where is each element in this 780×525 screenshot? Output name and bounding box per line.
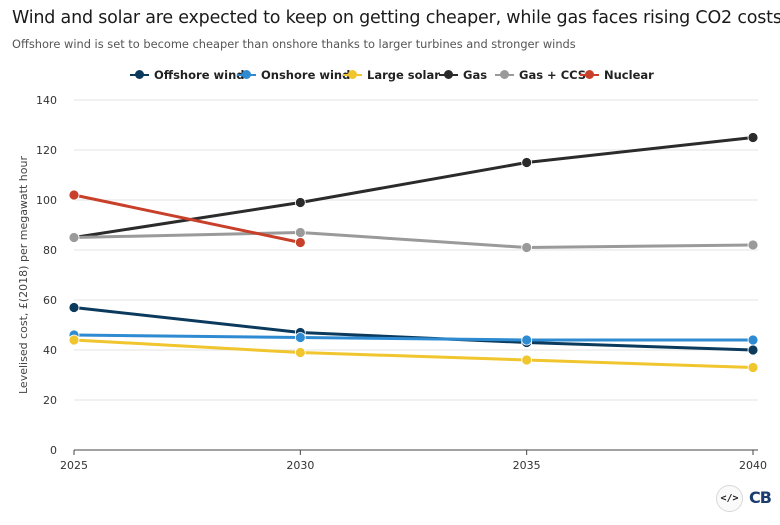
y-tick-label: 20 (43, 394, 57, 407)
data-point-onshore-wind (521, 334, 533, 346)
y-tick-label: 0 (50, 444, 57, 457)
data-point-gas-ccs (68, 232, 80, 243)
y-axis-label: Levelised cost, £(2018) per megawatt hou… (17, 156, 30, 394)
legend-item-offshore-wind: Offshore wind (130, 68, 244, 82)
x-tick-label: 2030 (286, 459, 314, 472)
data-point-gas (294, 197, 306, 208)
legend-swatch-gas-ccs (495, 70, 514, 80)
y-tick-label: 120 (36, 144, 57, 157)
y-tick-label: 60 (43, 294, 57, 307)
data-point-gas-ccs (294, 227, 306, 238)
y-tick-label: 140 (36, 94, 57, 107)
legend-item-gas-ccs: Gas + CCS (495, 68, 586, 82)
series-line-onshore-wind (73, 333, 753, 342)
legend-swatch-large-solar (343, 70, 362, 80)
legend-label-gas-ccs: Gas + CCS (519, 68, 587, 82)
data-point-offshore-wind (747, 344, 759, 356)
x-tick-label: 2025 (60, 459, 88, 472)
series-line-gas (73, 136, 754, 239)
x-tick-label: 2040 (739, 459, 767, 472)
legend-item-gas: Gas (439, 68, 487, 82)
legend-swatch-nuclear (580, 70, 599, 80)
legend: Offshore wind Onshore wind Large solar G… (0, 68, 780, 88)
series-line-gas-ccs (73, 231, 754, 249)
data-point-onshore-wind (747, 334, 759, 346)
legend-swatch-offshore-wind (130, 70, 149, 80)
legend-swatch-gas (439, 70, 458, 80)
chart-title: Wind and solar are expected to keep on g… (12, 8, 780, 28)
data-point-nuclear (68, 189, 80, 201)
data-point-large-solar (68, 334, 80, 346)
legend-item-large-solar: Large solar (343, 68, 440, 82)
data-point-large-solar (521, 354, 533, 366)
data-point-offshore-wind (68, 302, 80, 313)
legend-label-offshore-wind: Offshore wind (154, 68, 245, 82)
legend-item-onshore-wind: Onshore wind (237, 68, 350, 82)
y-tick-label: 100 (36, 194, 57, 207)
legend-label-gas: Gas (463, 68, 488, 82)
carbon-brief-logo: CB (749, 488, 772, 507)
y-tick-label: 80 (43, 244, 57, 257)
series-line-large-solar (73, 338, 754, 369)
embed-code-icon[interactable]: </> (716, 485, 743, 512)
data-point-gas (747, 132, 759, 143)
data-point-onshore-wind (294, 332, 306, 343)
legend-swatch-onshore-wind (237, 70, 256, 80)
series-line-offshore-wind (73, 306, 754, 352)
series-line-nuclear (73, 193, 301, 244)
legend-label-nuclear: Nuclear (604, 68, 654, 82)
data-point-large-solar (747, 362, 759, 373)
data-point-gas-ccs (747, 239, 759, 251)
data-point-gas (521, 157, 533, 168)
legend-label-onshore-wind: Onshore wind (261, 68, 351, 82)
data-point-nuclear (294, 237, 306, 248)
y-tick-label: 40 (43, 344, 57, 357)
legend-label-large-solar: Large solar (367, 68, 440, 82)
chart-subtitle: Offshore wind is set to become cheaper t… (12, 37, 576, 51)
data-point-large-solar (294, 347, 306, 358)
data-point-gas-ccs (521, 242, 533, 253)
x-tick-label: 2035 (513, 459, 541, 472)
legend-item-nuclear: Nuclear (580, 68, 654, 82)
